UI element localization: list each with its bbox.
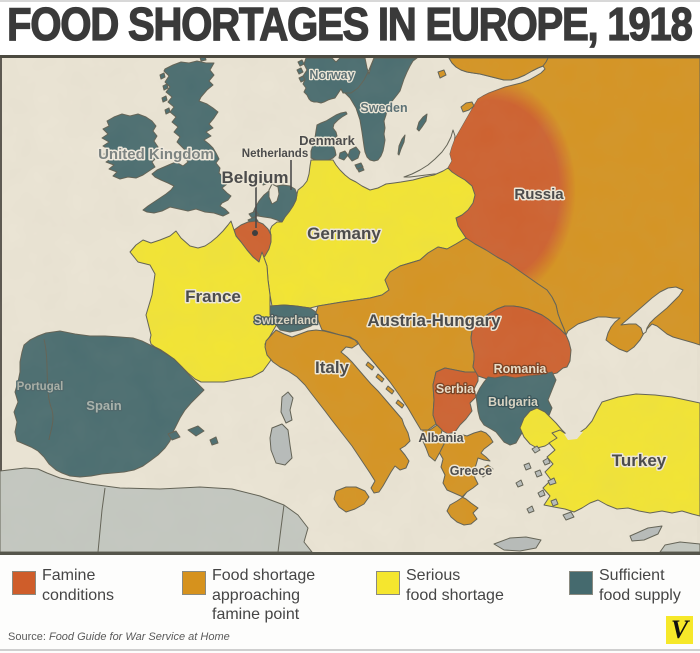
- svg-text:Albania: Albania: [418, 431, 464, 445]
- svg-text:Austria-Hungary: Austria-Hungary: [367, 311, 501, 330]
- svg-text:Serbia: Serbia: [436, 382, 475, 396]
- svg-text:Sweden: Sweden: [360, 101, 407, 115]
- svg-text:Spain: Spain: [86, 398, 121, 413]
- svg-text:Romania: Romania: [494, 362, 548, 376]
- svg-text:Italy: Italy: [315, 358, 350, 377]
- svg-text:Turkey: Turkey: [612, 451, 667, 470]
- svg-text:Russia: Russia: [514, 186, 564, 203]
- svg-text:Germany: Germany: [307, 224, 381, 243]
- svg-text:United Kingdom: United Kingdom: [98, 146, 214, 163]
- svg-text:France: France: [185, 287, 241, 306]
- svg-text:Portugal: Portugal: [17, 381, 64, 393]
- svg-text:Bulgaria: Bulgaria: [488, 395, 539, 409]
- svg-text:Greece: Greece: [450, 464, 492, 478]
- svg-text:Denmark: Denmark: [299, 133, 355, 148]
- svg-text:Belgium: Belgium: [221, 168, 288, 187]
- svg-text:Netherlands: Netherlands: [242, 148, 308, 160]
- svg-text:Norway: Norway: [309, 68, 354, 82]
- svg-text:Switzerland: Switzerland: [254, 315, 318, 327]
